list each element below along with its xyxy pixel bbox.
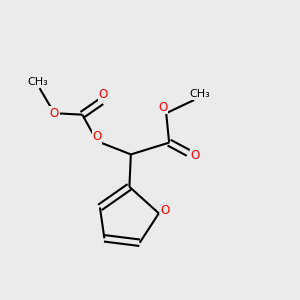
Text: O: O — [159, 101, 168, 114]
Text: CH₃: CH₃ — [28, 77, 49, 87]
Text: O: O — [161, 205, 170, 218]
Text: O: O — [190, 149, 200, 162]
Text: O: O — [92, 130, 102, 143]
Text: O: O — [98, 88, 107, 101]
Text: CH₃: CH₃ — [189, 89, 210, 99]
Text: O: O — [50, 107, 59, 120]
